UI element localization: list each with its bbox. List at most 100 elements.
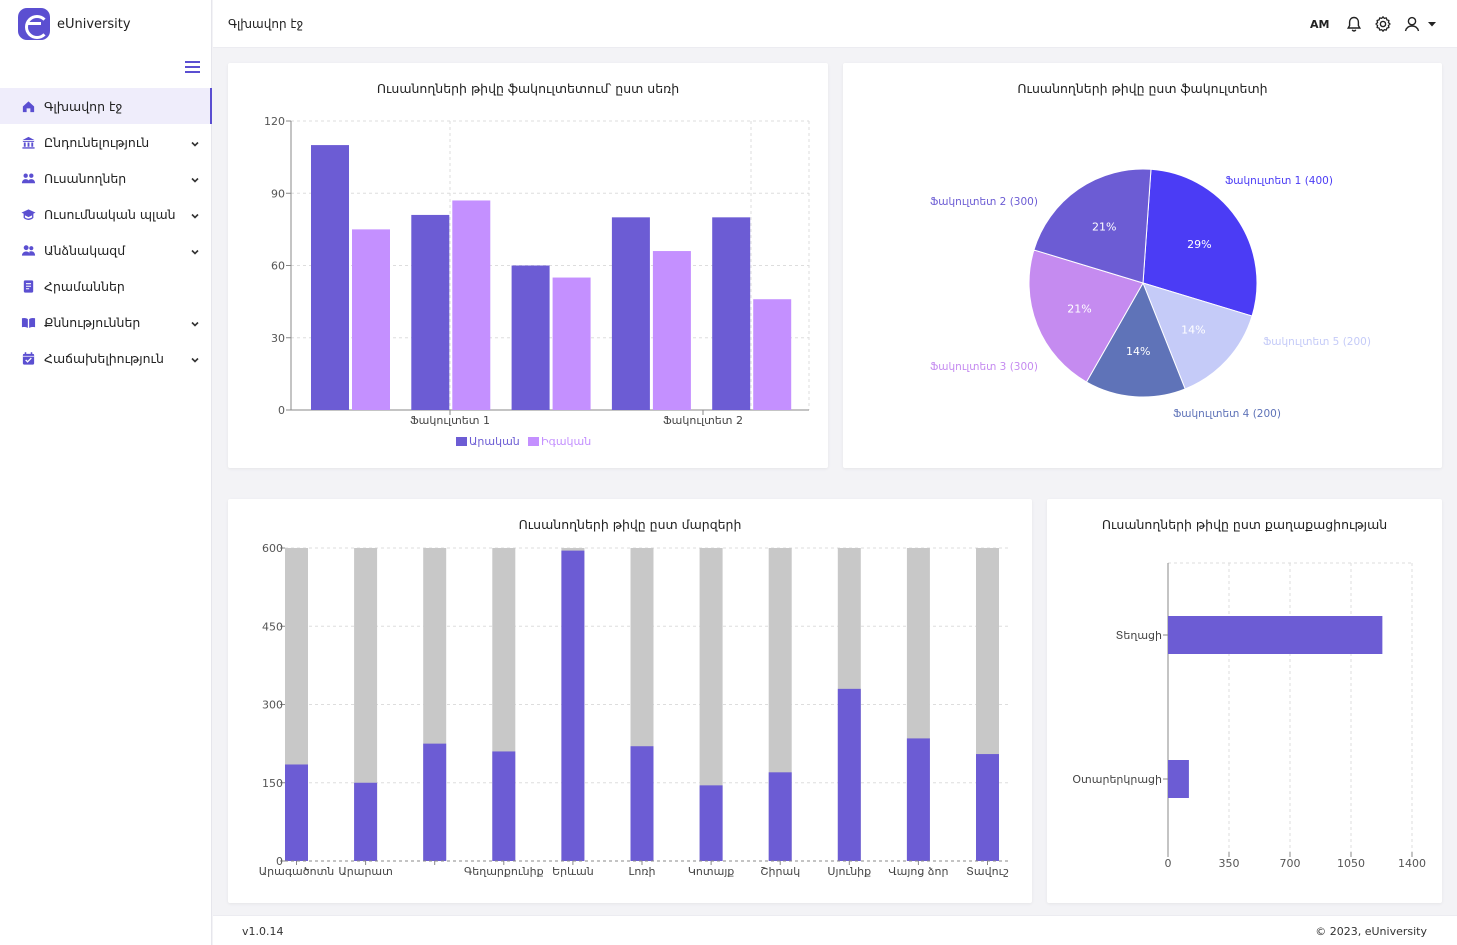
legend-label[interactable]: Իգական	[541, 435, 591, 448]
chevron-down-icon[interactable]	[190, 245, 200, 255]
chevron-down-icon[interactable]	[190, 317, 200, 327]
chevron-down-icon[interactable]	[190, 173, 200, 183]
sidebar-item-2[interactable]: Ընդունելություն	[0, 124, 212, 160]
pie-slice-label: Ֆակուլտետ 5 (200)	[1263, 336, 1371, 348]
sidebar-item-8[interactable]: Հաճախելիություն	[0, 340, 212, 376]
pie-slice-label: Ֆակուլտետ 1 (400)	[1225, 175, 1333, 187]
bar-value-5[interactable]	[561, 550, 585, 861]
app-name: eUniversity	[57, 16, 131, 32]
x-tick-label: Երևան	[552, 865, 594, 878]
book-icon	[20, 314, 36, 330]
y-tick-label: 120	[264, 115, 285, 128]
bar-value-8[interactable]	[768, 772, 792, 861]
bar-value-2[interactable]	[354, 782, 378, 861]
x-tick-label: 0	[1165, 857, 1172, 870]
bar-value-9[interactable]	[837, 688, 861, 861]
home-icon	[20, 98, 36, 114]
document-icon	[20, 278, 36, 294]
pie-slice-3[interactable]	[1085, 281, 1186, 398]
bar-Արական-5[interactable]	[712, 217, 751, 410]
bar-Արական-2[interactable]	[411, 214, 450, 410]
bar-total-7[interactable]	[699, 548, 723, 861]
sidebar-item-label: Ընդունելություն	[44, 134, 150, 150]
sidebar-item-label: Գլխավոր էջ	[44, 98, 123, 114]
graduation-cap-icon	[20, 206, 36, 222]
sidebar-item-1[interactable]: Գլխավոր էջ	[0, 88, 212, 124]
sidebar-item-label: Քննություններ	[44, 314, 141, 330]
sidebar-item-7[interactable]: Քննություններ	[0, 304, 212, 340]
pie-slice-label: Ֆակուլտետ 3 (300)	[930, 361, 1038, 373]
x-tick-label: Տավուշ	[966, 865, 1009, 878]
sidebar-item-3[interactable]: Ուսանողներ	[0, 160, 212, 196]
x-tick-label: Արարատ	[338, 865, 393, 878]
caret-down-icon[interactable]	[1427, 19, 1437, 29]
citizenship-bar-chart: 0 350 700 1050 1400 Տեղացի Օտարերկրացի	[1072, 562, 1426, 870]
sidebar-item-4[interactable]: Ուսումնական պլան	[0, 196, 212, 232]
sidebar-item-6[interactable]: Հրամաններ	[0, 268, 212, 304]
chevron-down-icon[interactable]	[190, 137, 200, 147]
institution-icon	[20, 134, 36, 150]
y-tick-label: 0	[276, 855, 283, 868]
language-switch[interactable]: AM	[1310, 18, 1330, 31]
y-tick-label: 30	[271, 332, 285, 345]
app-logo[interactable]: eUniversity	[18, 8, 131, 40]
sidebar-item-label: Ուսումնական պլան	[44, 206, 176, 222]
bar-2[interactable]	[1168, 760, 1189, 798]
x-tick-label: Գեղարքունիք	[464, 865, 544, 878]
top-header: Գլխավոր էջ AM	[213, 0, 1457, 48]
bar-Իգական-2[interactable]	[452, 200, 491, 410]
user-icon[interactable]	[1403, 15, 1421, 33]
gear-icon[interactable]	[1374, 15, 1392, 33]
bar-1[interactable]	[1168, 616, 1383, 654]
staff-icon	[20, 242, 36, 258]
pie-slice-5[interactable]	[1033, 168, 1152, 284]
legend-label[interactable]: Արական	[469, 435, 520, 448]
x-tick-label: 700	[1280, 857, 1301, 870]
pie-slice-1[interactable]	[1142, 168, 1258, 317]
chart-title: Ուսանողների թիվը ֆակուլտետում՝ ըստ սեռի	[376, 81, 680, 96]
y-tick-label: 90	[271, 187, 285, 200]
bar-Իգական-5[interactable]	[753, 299, 792, 410]
y-tick-label: 450	[262, 620, 283, 633]
y-tick-label: Տեղացի	[1116, 629, 1162, 642]
chevron-down-icon[interactable]	[190, 353, 200, 363]
faculty-pie-chart: 29% Ֆակուլտետ 1 (400) 14% Ֆակուլտետ 5 (200)…	[930, 168, 1371, 420]
sidebar-item-label: Անձնակազմ	[44, 242, 126, 258]
pie-slice-2[interactable]	[1142, 282, 1253, 390]
bar-Իգական-3[interactable]	[552, 277, 591, 410]
chart-title: Ուսանողների թիվը ըստ քաղաքացիության	[1101, 517, 1388, 532]
menu-toggle-icon[interactable]	[185, 61, 200, 73]
x-tick-label: Արագածոտն	[259, 865, 335, 878]
bar-value-10[interactable]	[906, 738, 930, 861]
pie-slice-label: Ֆակուլտետ 4 (200)	[1173, 408, 1281, 420]
legend-swatch	[456, 437, 467, 446]
x-tick-label: Ֆակուլտետ 2	[663, 414, 743, 427]
x-tick-label: Սյունիք	[827, 865, 871, 878]
bar-value-3[interactable]	[423, 743, 447, 861]
x-tick-label: Ֆակուլտետ 1	[410, 414, 490, 427]
pie-slice-label: Ֆակուլտետ 2 (300)	[930, 196, 1038, 208]
bell-icon[interactable]	[1345, 15, 1363, 33]
sidebar-item-label: Հաճախելիություն	[44, 350, 164, 366]
pie-percent-label: 14%	[1181, 323, 1205, 336]
sidebar-menu: Գլխավոր էջ Ընդունելություն Ուսանողներ Ուսու…	[0, 88, 212, 376]
pie-slice-4[interactable]	[1028, 249, 1144, 383]
bar-Իգական-1[interactable]	[352, 229, 390, 410]
bar-value-7[interactable]	[699, 785, 723, 861]
chevron-down-icon[interactable]	[190, 209, 200, 219]
app-version: v1.0.14	[242, 925, 284, 938]
y-tick-label: 0	[278, 404, 285, 417]
bar-Արական-3[interactable]	[511, 265, 550, 411]
bar-Իգական-4[interactable]	[652, 251, 691, 410]
x-tick-label: 1050	[1337, 857, 1365, 870]
pie-percent-label: 21%	[1067, 302, 1091, 315]
bar-value-11[interactable]	[976, 754, 999, 861]
sidebar-item-5[interactable]: Անձնակազմ	[0, 232, 212, 268]
bar-value-4[interactable]	[492, 751, 516, 861]
bar-value-6[interactable]	[630, 746, 654, 861]
sidebar: eUniversity Գլխավոր էջ Ընդունելություն Ուս…	[0, 0, 212, 945]
bar-value-1[interactable]	[285, 764, 308, 861]
x-tick-label: Շիրակ	[760, 865, 800, 878]
bar-Արական-1[interactable]	[311, 145, 349, 410]
bar-Արական-4[interactable]	[611, 217, 650, 410]
